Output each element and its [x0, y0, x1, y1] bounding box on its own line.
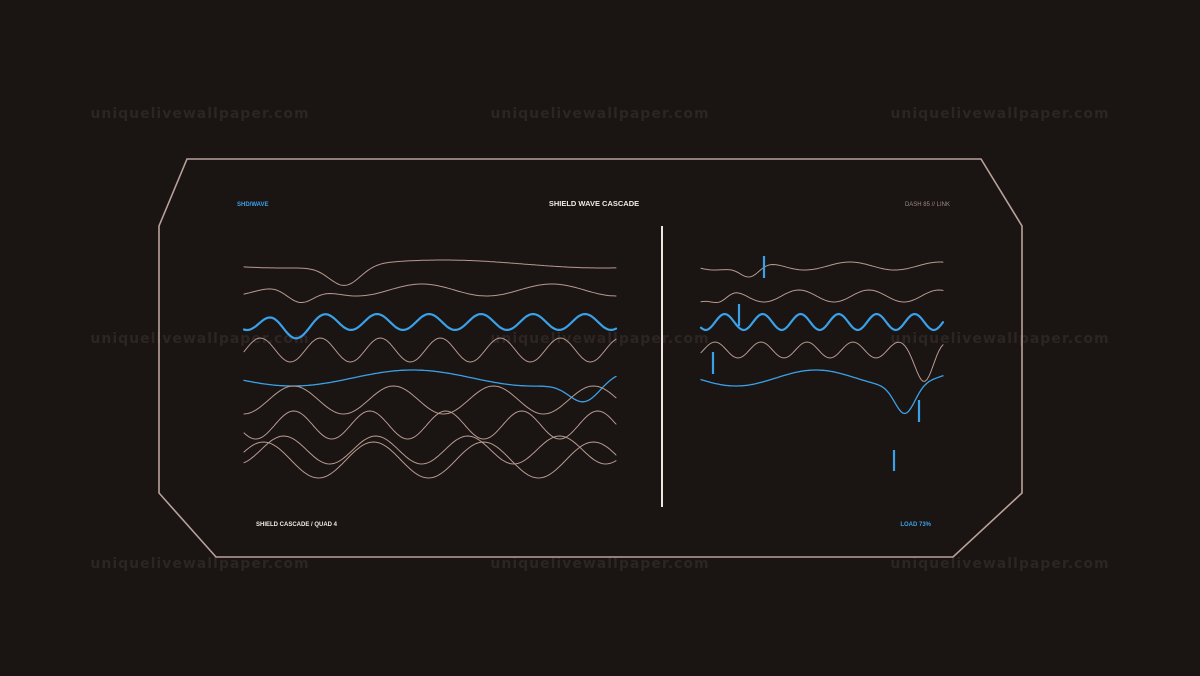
- wave-line: [700, 289, 944, 303]
- wave-line: [243, 259, 617, 286]
- wave-line: [700, 369, 944, 415]
- hud-title: SHIELD WAVE CASCADE: [549, 199, 639, 208]
- watermark-text: uniquelivewallpaper.com: [90, 331, 309, 347]
- watermark-text: uniquelivewallpaper.com: [890, 556, 1109, 572]
- wave-line: [243, 337, 617, 363]
- wave-line: [700, 341, 944, 382]
- watermark-text: uniquelivewallpaper.com: [890, 106, 1109, 122]
- hud-tag-left: SHD/WAVE: [237, 202, 269, 208]
- hud-tag-right: DASH 85 // LINK: [905, 202, 950, 208]
- wave-line: [243, 441, 617, 479]
- watermark-layer: uniquelivewallpaper.com uniquelivewallpa…: [90, 106, 1109, 572]
- watermark-text: uniquelivewallpaper.com: [90, 106, 309, 122]
- wave-line: [243, 283, 617, 303]
- watermark-text: uniquelivewallpaper.com: [490, 106, 709, 122]
- watermark-text: uniquelivewallpaper.com: [90, 556, 309, 572]
- hud-footer-right: LOAD 73%: [900, 522, 931, 528]
- watermark-text: uniquelivewallpaper.com: [490, 556, 709, 572]
- wave-line: [700, 261, 944, 278]
- wave-line: [242, 313, 618, 340]
- marker-layer: [711, 256, 921, 471]
- right-wave-panel: [699, 261, 945, 415]
- wave-line: [243, 385, 617, 415]
- watermark-text: uniquelivewallpaper.com: [890, 331, 1109, 347]
- watermark-text: uniquelivewallpaper.com: [490, 331, 709, 347]
- wave-line: [243, 369, 617, 403]
- wave-line: [243, 410, 617, 440]
- hud-footer-left: SHIELD CASCADE / QUAD 4: [256, 522, 338, 528]
- wave-line: [243, 435, 617, 465]
- wave-line: [699, 312, 945, 332]
- left-wave-panel: [242, 259, 618, 479]
- hud-frame: [158, 158, 1023, 558]
